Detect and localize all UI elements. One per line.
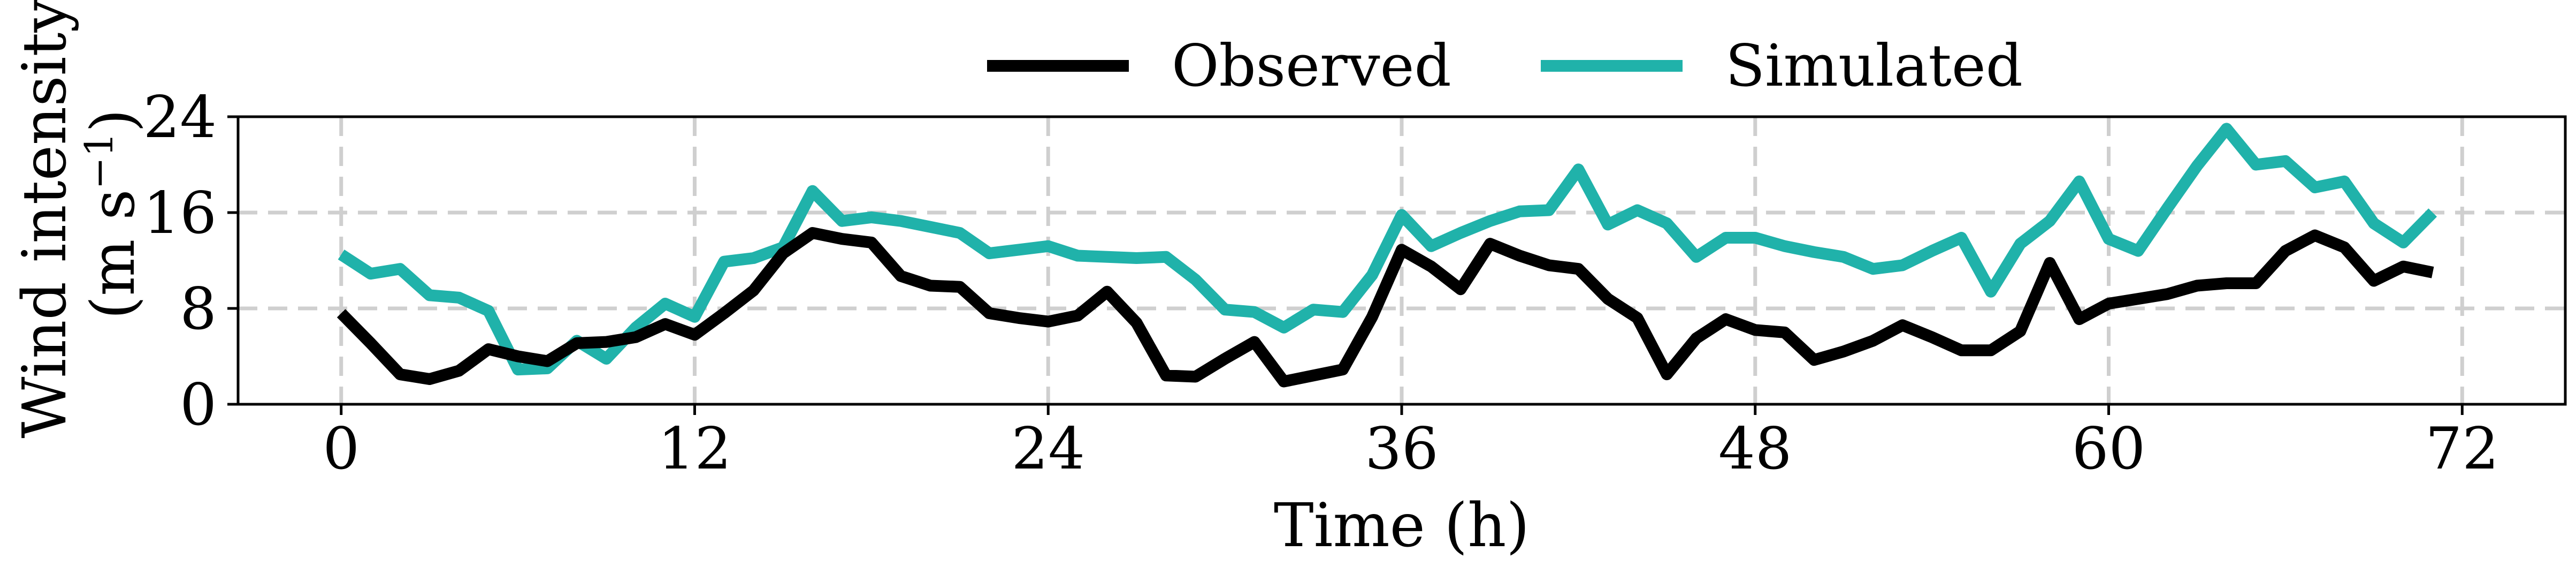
y-tick-label-16: 16 xyxy=(143,180,217,247)
y-axis-label-line2: (m s−1) xyxy=(77,109,148,320)
y-axis-label-line1: Wind intensity xyxy=(10,0,80,439)
legend-label-simulated: Simulated xyxy=(1725,33,2023,100)
y-axis-label: Wind intensity (m s−1) xyxy=(10,0,148,439)
y-tick-label-0: 0 xyxy=(180,372,217,439)
x-tick-label-60: 60 xyxy=(2072,416,2145,482)
series-lines xyxy=(337,123,2437,388)
y-axis-label-close: ) xyxy=(79,109,148,133)
x-tick-label-48: 48 xyxy=(1718,416,1792,482)
tick-marks xyxy=(227,115,2464,415)
x-tick-labels: 0 12 24 36 48 60 72 xyxy=(323,416,2499,482)
y-tick-label-8: 8 xyxy=(180,276,217,343)
series-line-observed xyxy=(337,227,2434,388)
legend: Observed Simulated xyxy=(987,33,2023,100)
x-tick-label-12: 12 xyxy=(658,416,731,482)
x-tick-label-72: 72 xyxy=(2426,416,2499,482)
x-axis-label: Time (h) xyxy=(1274,491,1530,561)
x-tick-label-36: 36 xyxy=(1365,416,1438,482)
legend-label-observed: Observed xyxy=(1172,33,1451,100)
y-tick-label-24: 24 xyxy=(143,84,217,151)
x-tick-label-24: 24 xyxy=(1012,416,1085,482)
grid-lines xyxy=(238,117,2565,404)
x-tick-label-0: 0 xyxy=(323,416,360,482)
y-tick-labels: 0 8 16 24 xyxy=(143,84,217,439)
y-axis-label-superscript: −1 xyxy=(77,132,121,189)
y-axis-label-unit: (m s xyxy=(79,189,148,319)
series-line-simulated xyxy=(338,123,2437,376)
